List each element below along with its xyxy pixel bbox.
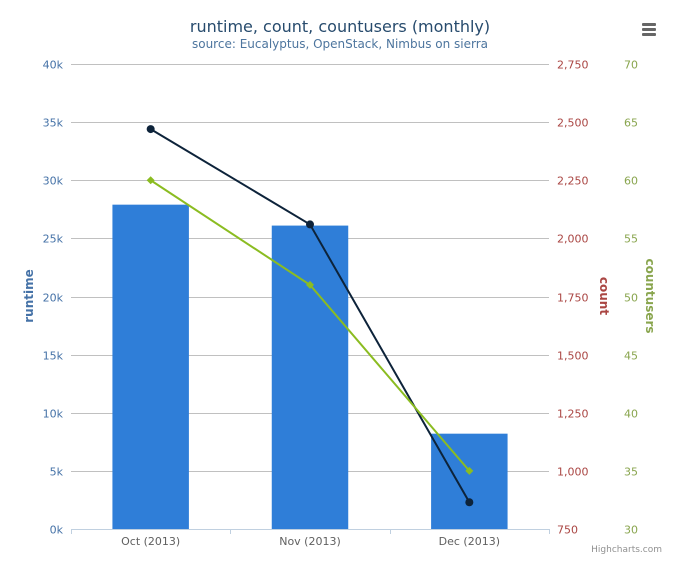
x-tick-label: Nov (2013) xyxy=(279,535,341,548)
y-tick-label-count: 750 xyxy=(557,524,578,537)
y-tick-label-count: 2,750 xyxy=(557,59,589,72)
y-tick-label-runtime: 0k xyxy=(50,524,64,537)
y-tick-label-count: 1,750 xyxy=(557,292,589,305)
y-tick-label-countusers: 30 xyxy=(624,524,638,537)
y-axis-title-countusers: countusers xyxy=(643,258,657,333)
point-countusers xyxy=(306,280,314,289)
export-menu-button[interactable] xyxy=(637,17,661,41)
y-axis-title-count: count xyxy=(597,277,611,315)
axes: runtime count countusers 0k 750 30 5k 1,000 3… xyxy=(22,59,657,549)
point-count xyxy=(306,220,314,229)
line-series xyxy=(146,125,474,507)
y-tick-label-runtime: 10k xyxy=(43,408,64,421)
y-tick-label-countusers: 60 xyxy=(624,175,638,188)
point-countusers xyxy=(146,176,155,185)
y-tick-label-runtime: 20k xyxy=(43,292,64,305)
y-tick-label-runtime: 5k xyxy=(50,466,64,479)
y-tick-label-count: 2,250 xyxy=(557,175,589,188)
y-tick-label-countusers: 70 xyxy=(624,59,638,72)
chart-title: runtime, count, countusers (monthly) xyxy=(190,17,490,36)
y-tick-label-count: 2,500 xyxy=(557,117,589,130)
y-tick-label-runtime: 25k xyxy=(43,233,64,246)
y-tick-label-countusers: 45 xyxy=(624,350,638,363)
y-tick-label-count: 1,000 xyxy=(557,466,589,479)
y-tick-label-count: 1,250 xyxy=(557,408,589,421)
y-tick-label-countusers: 55 xyxy=(624,233,638,246)
bar-series-runtime xyxy=(112,204,508,529)
point-count xyxy=(146,125,155,134)
credits[interactable]: Highcharts.com xyxy=(591,545,662,555)
x-tick-label: Dec (2013) xyxy=(439,535,500,548)
chart-subtitle: source: Eucalyptus, OpenStack, Nimbus on… xyxy=(192,37,488,51)
y-axis-title-runtime: runtime xyxy=(22,269,36,323)
x-tick-label: Oct (2013) xyxy=(121,535,180,548)
bar-runtime xyxy=(431,433,508,529)
y-tick-label-runtime: 35k xyxy=(43,117,64,130)
y-tick-label-count: 1,500 xyxy=(557,350,589,363)
y-tick-label-runtime: 15k xyxy=(43,350,64,363)
y-tick-label-runtime: 30k xyxy=(43,175,64,188)
y-tick-label-countusers: 50 xyxy=(624,292,638,305)
y-tick-label-runtime: 40k xyxy=(43,59,64,72)
y-tick-label-countusers: 35 xyxy=(624,466,638,479)
point-count xyxy=(465,498,474,507)
y-tick-label-countusers: 65 xyxy=(624,117,638,130)
y-tick-label-count: 2,000 xyxy=(557,233,589,246)
point-countusers xyxy=(465,466,474,475)
hamburger-menu-icon xyxy=(637,17,661,41)
bar-runtime xyxy=(271,225,349,529)
bar-runtime xyxy=(112,204,189,529)
y-tick-label-countusers: 40 xyxy=(624,408,638,421)
